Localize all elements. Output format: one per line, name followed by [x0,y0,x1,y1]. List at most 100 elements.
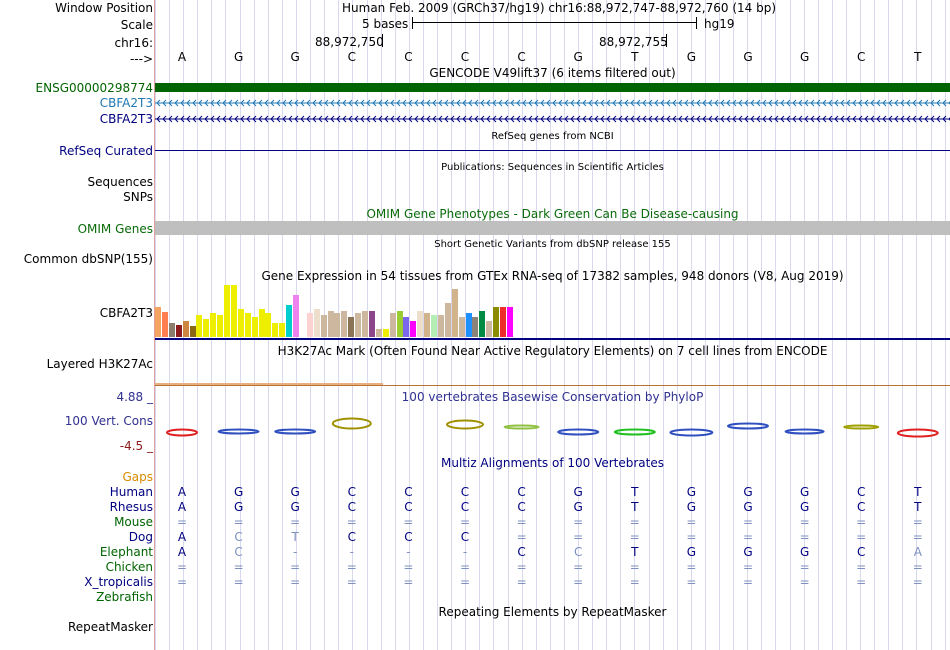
cbfa2t3-item-label[interactable]: CBFA2T3 [99,96,153,110]
repeatmasker-track-title[interactable]: Repeating Elements by RepeatMasker [438,605,667,619]
gtex-tissue-bar[interactable] [417,311,424,337]
species-label[interactable]: Rhesus [109,500,153,514]
gtex-tissue-bar[interactable] [348,317,355,337]
gtex-tissue-bar[interactable] [244,313,251,337]
gtex-tissue-bar[interactable] [451,289,458,337]
phylop-track-title[interactable]: 100 vertebrates Basewise Conservation by… [401,390,704,404]
gtex-tissue-bar[interactable] [382,329,389,337]
publications-track-title[interactable]: Publications: Sequences in Scientific Ar… [441,162,664,173]
gtex-tissue-bar[interactable] [375,329,382,337]
species-label[interactable]: Human [109,485,153,499]
gtex-tissue-bar[interactable] [265,313,272,337]
gtex-tissue-bar[interactable] [168,323,175,337]
phylop-track-label[interactable]: 100 Vert. Cons [64,414,153,428]
alignment-base: = [629,515,640,529]
gtex-tissue-bar[interactable] [493,307,500,337]
gtex-tissue-bar[interactable] [230,285,237,337]
omim-feature-bar[interactable] [155,221,950,235]
scale-label: Scale [120,18,153,32]
gtex-gene-label[interactable]: CBFA2T3 [99,306,153,320]
gtex-tissue-bar[interactable] [251,317,258,337]
gtex-tissue-bar[interactable] [175,325,182,337]
gtex-tissue-bar[interactable] [396,311,403,337]
gtex-tissue-bar[interactable] [237,309,244,337]
gtex-tissue-bar[interactable] [203,319,210,337]
gtex-tissue-bar[interactable] [286,305,293,337]
gtex-tissue-bar[interactable] [293,295,299,337]
species-label[interactable]: X_tropicalis [84,575,153,589]
gtex-tissue-bar[interactable] [362,311,368,337]
gtex-tissue-bar[interactable] [368,311,375,337]
species-label[interactable]: Zebrafish [96,590,153,604]
gtex-tissue-bar[interactable] [410,321,417,337]
refseq-feature-line[interactable] [155,150,950,151]
alignment-base: C [234,530,243,544]
gtex-tissue-bar[interactable] [217,315,224,337]
gencode-track-title[interactable]: GENCODE V49lift37 (6 items filtered out) [429,66,676,80]
cbfa2t3-transcript-1[interactable] [155,97,950,109]
refseq-track-title[interactable]: RefSeq genes from NCBI [491,131,614,142]
gtex-tissue-bar[interactable] [472,317,479,337]
gtex-tissue-bar[interactable] [258,309,265,337]
alignment-base: = [516,575,527,589]
gtex-bar-chart[interactable] [155,284,950,337]
gtex-track-title[interactable]: Gene Expression in 54 tissues from GTEx … [261,269,844,283]
gtex-tissue-bar[interactable] [306,313,313,337]
refseq-label[interactable]: RefSeq Curated [59,144,153,158]
gtex-tissue-bar[interactable] [458,317,465,337]
h3k27ac-label[interactable]: Layered H3K27Ac [46,357,153,371]
multiz-track-title[interactable]: Multiz Alignments of 100 Vertebrates [440,456,665,470]
cbfa2t3-item-label-2[interactable]: CBFA2T3 [99,112,153,126]
gaps-label[interactable]: Gaps [122,470,153,484]
h3k27ac-track-title[interactable]: H3K27Ac Mark (Often Found Near Active Re… [277,344,828,358]
gtex-tissue-bar[interactable] [431,315,437,337]
grid-line [620,0,621,650]
gtex-tissue-bar[interactable] [465,313,472,337]
gtex-tissue-bar[interactable] [313,309,320,337]
dbsnp-label[interactable]: Common dbSNP(155) [23,252,153,266]
gtex-tissue-bar[interactable] [403,317,410,337]
gtex-tissue-bar[interactable] [444,303,451,337]
gtex-tissue-bar[interactable] [224,285,230,337]
alignment-base: - [406,545,411,559]
alignment-base: G [799,485,810,499]
gtex-tissue-bar[interactable] [320,315,327,337]
gtex-tissue-bar[interactable] [479,311,486,337]
alignment-base: C [573,545,583,559]
species-label[interactable]: Chicken [105,560,153,574]
alignment-base: - [293,545,298,559]
gtex-tissue-bar[interactable] [272,323,279,337]
omim-track-title[interactable]: OMIM Gene Phenotypes - Dark Green Can Be… [366,207,739,221]
gtex-tissue-bar[interactable] [341,311,348,337]
gtex-tissue-bar[interactable] [334,313,341,337]
species-label[interactable]: Mouse [114,515,153,529]
pubs-sequences-label[interactable]: Sequences [87,175,153,189]
repeatmasker-label[interactable]: RepeatMasker [67,620,153,634]
gtex-tissue-bar[interactable] [327,311,334,337]
alignment-base: = [573,530,584,544]
gtex-tissue-bar[interactable] [437,315,444,337]
gtex-tissue-bar[interactable] [189,326,196,337]
gtex-tissue-bar[interactable] [506,307,513,337]
species-label[interactable]: Elephant [99,545,153,559]
gtex-tissue-bar[interactable] [161,312,168,337]
gtex-tissue-bar[interactable] [424,313,431,337]
pubs-snps-label[interactable]: SNPs [123,190,153,204]
gencode-item-label[interactable]: ENSG00000298774 [35,81,153,95]
gtex-tissue-bar[interactable] [196,315,203,337]
phylop-logo[interactable] [155,417,950,438]
gtex-tissue-bar[interactable] [486,321,493,337]
gencode-feature-bar[interactable] [155,83,950,92]
gtex-tissue-bar[interactable] [500,307,506,337]
gtex-tissue-bar[interactable] [182,321,189,337]
cbfa2t3-transcript-2[interactable] [155,113,950,125]
gtex-tissue-bar[interactable] [389,313,396,337]
species-label[interactable]: Dog [128,530,153,544]
gtex-tissue-bar[interactable] [210,313,217,337]
dbsnp-track-title[interactable]: Short Genetic Variants from dbSNP releas… [434,239,671,250]
alignment-base: = [403,575,414,589]
gtex-tissue-bar[interactable] [155,307,161,337]
gtex-tissue-bar[interactable] [355,313,362,337]
gtex-tissue-bar[interactable] [279,323,286,337]
omim-label[interactable]: OMIM Genes [77,222,153,236]
